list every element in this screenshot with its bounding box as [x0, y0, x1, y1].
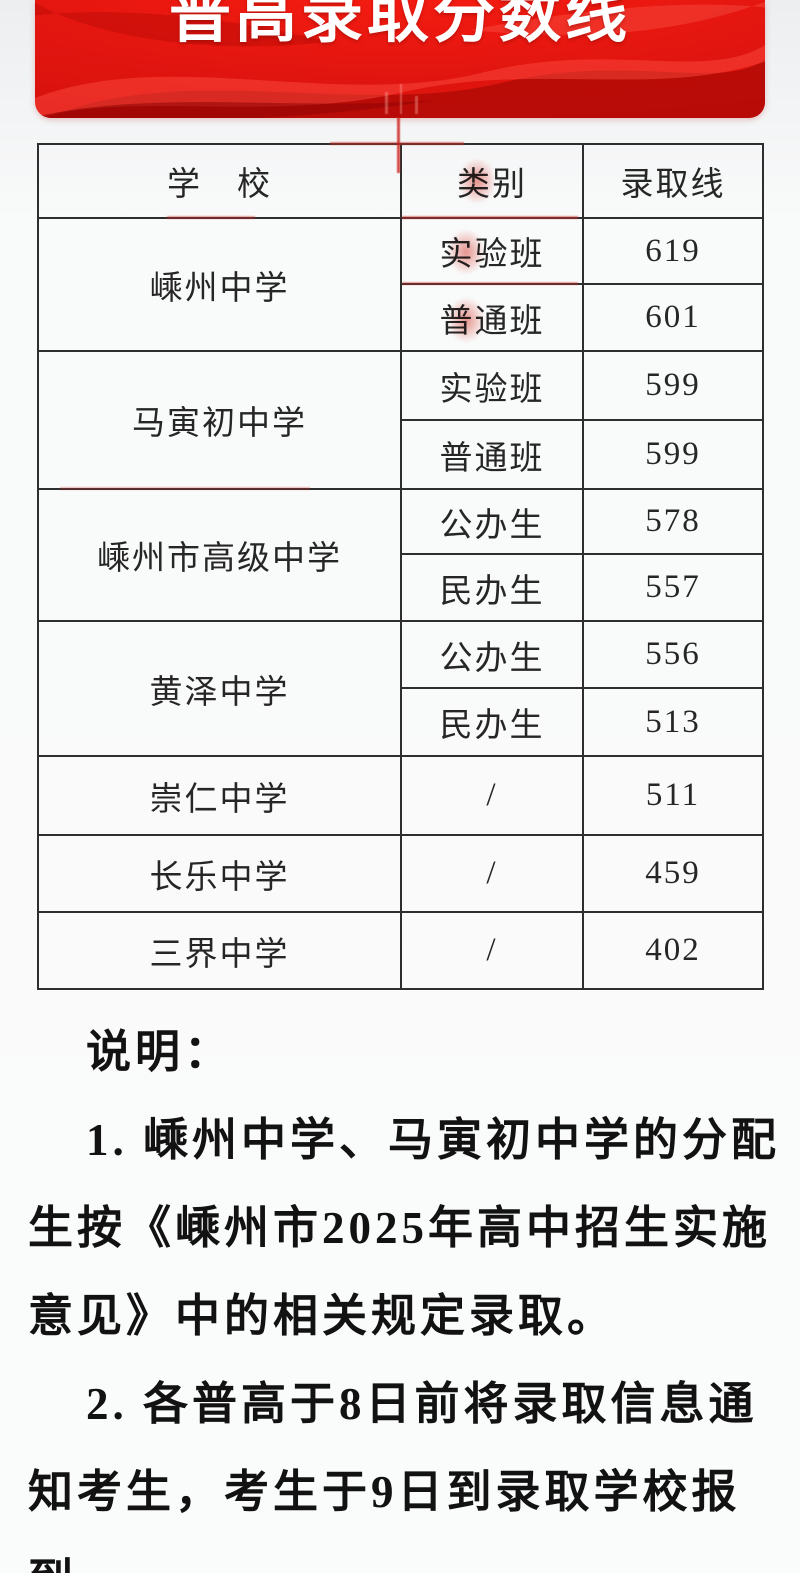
table-row: 普通班 599 — [38, 419, 764, 490]
school-cell: 长乐中学 — [37, 834, 402, 913]
category-cell: 公办生 — [400, 488, 584, 555]
category-cell: 公办生 — [400, 620, 584, 689]
header-category: 类别 — [400, 143, 584, 219]
table-row: 长乐中学 / 459 — [37, 834, 764, 913]
header-school: 学 校 — [37, 143, 402, 219]
category-cell: 普通班 — [400, 283, 584, 352]
score-cell: 601 — [582, 283, 764, 352]
school-cell: 嵊州中学 — [37, 217, 402, 352]
table-row: 嵊州中学 实验班 619 — [37, 217, 764, 352]
table-row: 崇仁中学 / 511 — [37, 755, 764, 836]
score-cell: 619 — [582, 217, 764, 285]
table-header-row: 学 校 类别 录取线 — [37, 143, 764, 219]
score-cell: 557 — [582, 553, 764, 622]
category-cell: 实验班 — [400, 350, 584, 421]
category-cell: / — [400, 755, 584, 836]
banner-watermark-streak — [415, 96, 418, 114]
header-score: 录取线 — [582, 143, 764, 219]
banner-watermark-streak — [400, 84, 402, 114]
notes-section: 说明： 1. 嵊州中学、马寅初中学的分配 生按《嵊州市2025年高中招生实施 意… — [28, 1008, 781, 1573]
score-cell: 556 — [582, 620, 764, 689]
school-cell: 黄泽中学 — [37, 620, 402, 757]
score-cell: 459 — [582, 834, 764, 913]
note-line: 2. 各普高于8日前将录取信息通 — [86, 1379, 758, 1429]
note-line: 1. 嵊州中学、马寅初中学的分配 — [86, 1115, 781, 1165]
score-cell: 599 — [582, 350, 764, 421]
score-table: 学 校 类别 录取线 嵊州中学 实验班 619 普通班 601 马寅初中学 实验… — [37, 143, 764, 990]
score-cell: 578 — [582, 488, 764, 555]
score-cell: 511 — [582, 755, 764, 836]
table-row: 黄泽中学 公办生 556 — [37, 620, 764, 757]
table-row: 马寅初中学 实验班 599 — [37, 350, 764, 490]
page-title: 普高录取分数线 — [168, 0, 631, 50]
note-line: 生按《嵊州市2025年高中招生实施 — [28, 1203, 772, 1253]
banner: 普高录取分数线 — [35, 0, 765, 118]
category-cell: 实验班 — [400, 217, 584, 285]
table-row: 嵊州市高级中学 公办生 578 — [37, 488, 764, 622]
note-line: 到 — [28, 1536, 770, 1573]
score-cell: 402 — [582, 911, 764, 990]
school-cell: 三界中学 — [37, 911, 402, 990]
note-line: 知考生，考生于9日到录取学校报 — [28, 1467, 741, 1517]
school-cell: 嵊州市高级中学 — [37, 488, 402, 622]
school-cell: 崇仁中学 — [37, 755, 402, 836]
category-cell: 民办生 — [400, 687, 584, 757]
school-cell: 马寅初中学 — [37, 350, 402, 490]
category-cell: 普通班 — [400, 419, 584, 490]
table-row: 民办生 513 — [38, 687, 764, 757]
score-cell: 599 — [582, 419, 764, 490]
note-line: 意见》中的相关规定录取。 — [28, 1291, 617, 1341]
notes-heading: 说明： — [86, 1027, 234, 1077]
table-row: 民办生 557 — [38, 553, 764, 622]
banner-ribbon-art — [35, 1, 765, 118]
category-cell: 民办生 — [400, 553, 584, 622]
category-cell: / — [400, 834, 584, 913]
table-row: 三界中学 / 402 — [37, 911, 764, 990]
score-cell: 513 — [582, 687, 764, 757]
banner-watermark-streak — [385, 92, 388, 114]
category-cell: / — [400, 911, 584, 990]
